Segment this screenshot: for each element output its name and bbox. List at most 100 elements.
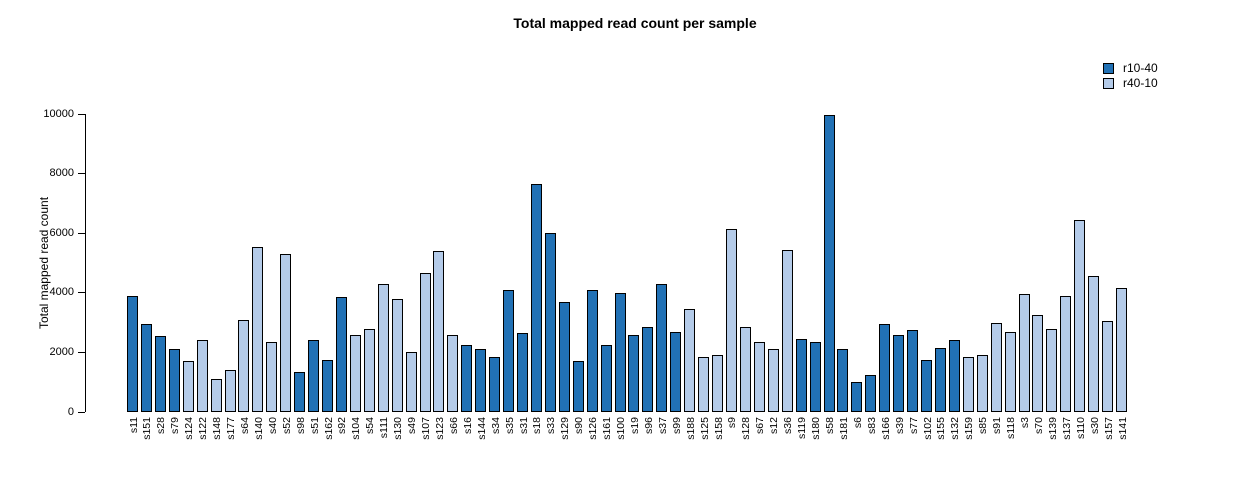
x-label-s151: s151 bbox=[141, 417, 154, 440]
bar-s85 bbox=[976, 355, 988, 412]
legend-swatch-icon bbox=[1103, 62, 1114, 74]
y-tick-label: 8000 bbox=[49, 167, 74, 180]
x-label-s122: s122 bbox=[197, 417, 210, 440]
x-label-s188: s188 bbox=[684, 417, 697, 440]
bar-s125 bbox=[698, 356, 710, 412]
bar-s90 bbox=[572, 361, 584, 412]
bar-s35 bbox=[503, 289, 515, 412]
bar-s144 bbox=[475, 349, 487, 412]
x-label-s58: s58 bbox=[824, 417, 836, 434]
bar-s92 bbox=[335, 297, 347, 412]
bar-s123 bbox=[433, 251, 445, 412]
bar-s162 bbox=[322, 359, 334, 412]
bar-s39 bbox=[893, 334, 905, 412]
x-label-s51: s51 bbox=[308, 417, 321, 434]
x-label-s144: s144 bbox=[475, 417, 488, 440]
bar-s79 bbox=[168, 349, 180, 412]
bar-s67 bbox=[753, 341, 765, 412]
bar-s91 bbox=[990, 322, 1002, 412]
bar-s33 bbox=[544, 233, 556, 412]
x-label-s158: s158 bbox=[712, 417, 725, 440]
bar-s9 bbox=[725, 228, 737, 412]
bar-s98 bbox=[294, 371, 306, 412]
x-label-s35: s35 bbox=[503, 417, 516, 434]
legend-swatch-icon bbox=[1103, 77, 1114, 89]
x-label-s77: s77 bbox=[907, 417, 920, 434]
bar-s100 bbox=[614, 292, 626, 412]
bar-s180 bbox=[809, 341, 821, 412]
x-label-s166: s166 bbox=[879, 417, 892, 440]
bar-s99 bbox=[670, 331, 682, 412]
bar-s177 bbox=[224, 370, 236, 412]
x-label-s28: s28 bbox=[155, 417, 168, 434]
bar-s37 bbox=[656, 283, 668, 412]
bar-s122 bbox=[196, 340, 208, 412]
x-label-s128: s128 bbox=[740, 417, 753, 440]
bar-s77 bbox=[907, 330, 919, 412]
x-label-s36: s36 bbox=[782, 417, 795, 434]
bar-s188 bbox=[684, 309, 696, 412]
bar-s52 bbox=[280, 254, 292, 412]
bar-s28 bbox=[154, 336, 166, 412]
y-axis-title: Total mapped read count bbox=[37, 196, 51, 330]
x-label-s66: s66 bbox=[447, 417, 460, 434]
bar-s130 bbox=[391, 298, 403, 412]
bar-s18 bbox=[530, 184, 542, 412]
x-label-s124: s124 bbox=[183, 417, 196, 440]
y-tick-label: 6000 bbox=[49, 226, 74, 239]
legend-item-r10-40: r10-40 bbox=[1103, 61, 1158, 75]
x-label-s177: s177 bbox=[225, 417, 237, 440]
x-label-s30: s30 bbox=[1088, 417, 1101, 434]
bar-s3 bbox=[1018, 294, 1030, 412]
bar-s12 bbox=[767, 349, 779, 412]
x-label-s99: s99 bbox=[670, 417, 683, 434]
y-tick-mark bbox=[78, 351, 85, 353]
bar-s129 bbox=[558, 301, 570, 412]
bar-s110 bbox=[1074, 219, 1086, 412]
y-tick-label: 10000 bbox=[43, 107, 74, 120]
x-label-s102: s102 bbox=[921, 417, 934, 440]
x-label-s33: s33 bbox=[545, 417, 558, 434]
x-label-s157: s157 bbox=[1102, 417, 1115, 440]
x-label-s16: s16 bbox=[461, 417, 474, 434]
x-label-s111: s111 bbox=[378, 417, 391, 439]
y-tick-mark bbox=[78, 411, 85, 413]
bar-s140 bbox=[252, 246, 264, 412]
bar-s181 bbox=[837, 349, 849, 412]
bar-s132 bbox=[948, 340, 960, 412]
x-label-s107: s107 bbox=[420, 417, 433, 440]
bar-s107 bbox=[419, 273, 431, 412]
bar-s96 bbox=[642, 327, 654, 412]
bar-s54 bbox=[363, 328, 375, 412]
x-label-s31: s31 bbox=[517, 417, 530, 434]
bar-s11 bbox=[127, 295, 138, 412]
x-label-s123: s123 bbox=[433, 417, 446, 440]
x-label-s92: s92 bbox=[336, 417, 349, 434]
bar-s126 bbox=[586, 289, 598, 412]
x-label-s126: s126 bbox=[587, 417, 600, 440]
bar-s66 bbox=[447, 334, 459, 412]
bar-s118 bbox=[1004, 331, 1016, 412]
x-label-s70: s70 bbox=[1032, 417, 1045, 434]
x-label-s100: s100 bbox=[615, 417, 628, 440]
x-label-s159: s159 bbox=[963, 417, 976, 440]
bar-s51 bbox=[308, 340, 320, 412]
bar-s16 bbox=[461, 344, 473, 412]
x-label-s19: s19 bbox=[628, 417, 641, 434]
x-label-s161: s161 bbox=[601, 417, 614, 440]
bar-s58 bbox=[823, 115, 835, 412]
x-label-s98: s98 bbox=[294, 417, 307, 434]
bar-s31 bbox=[517, 333, 529, 412]
bar-s19 bbox=[628, 334, 640, 412]
legend: r10-40 r40-10 bbox=[1103, 61, 1158, 91]
x-label-s85: s85 bbox=[977, 417, 990, 434]
bar-s30 bbox=[1088, 276, 1100, 412]
x-label-s40: s40 bbox=[266, 417, 279, 434]
x-label-s118: s118 bbox=[1005, 417, 1018, 439]
x-label-s52: s52 bbox=[280, 417, 293, 434]
bar-s102 bbox=[921, 359, 932, 412]
x-label-s18: s18 bbox=[531, 417, 544, 434]
bar-s148 bbox=[210, 379, 222, 412]
bar-s158 bbox=[712, 355, 724, 412]
y-tick-label: 2000 bbox=[49, 345, 74, 358]
